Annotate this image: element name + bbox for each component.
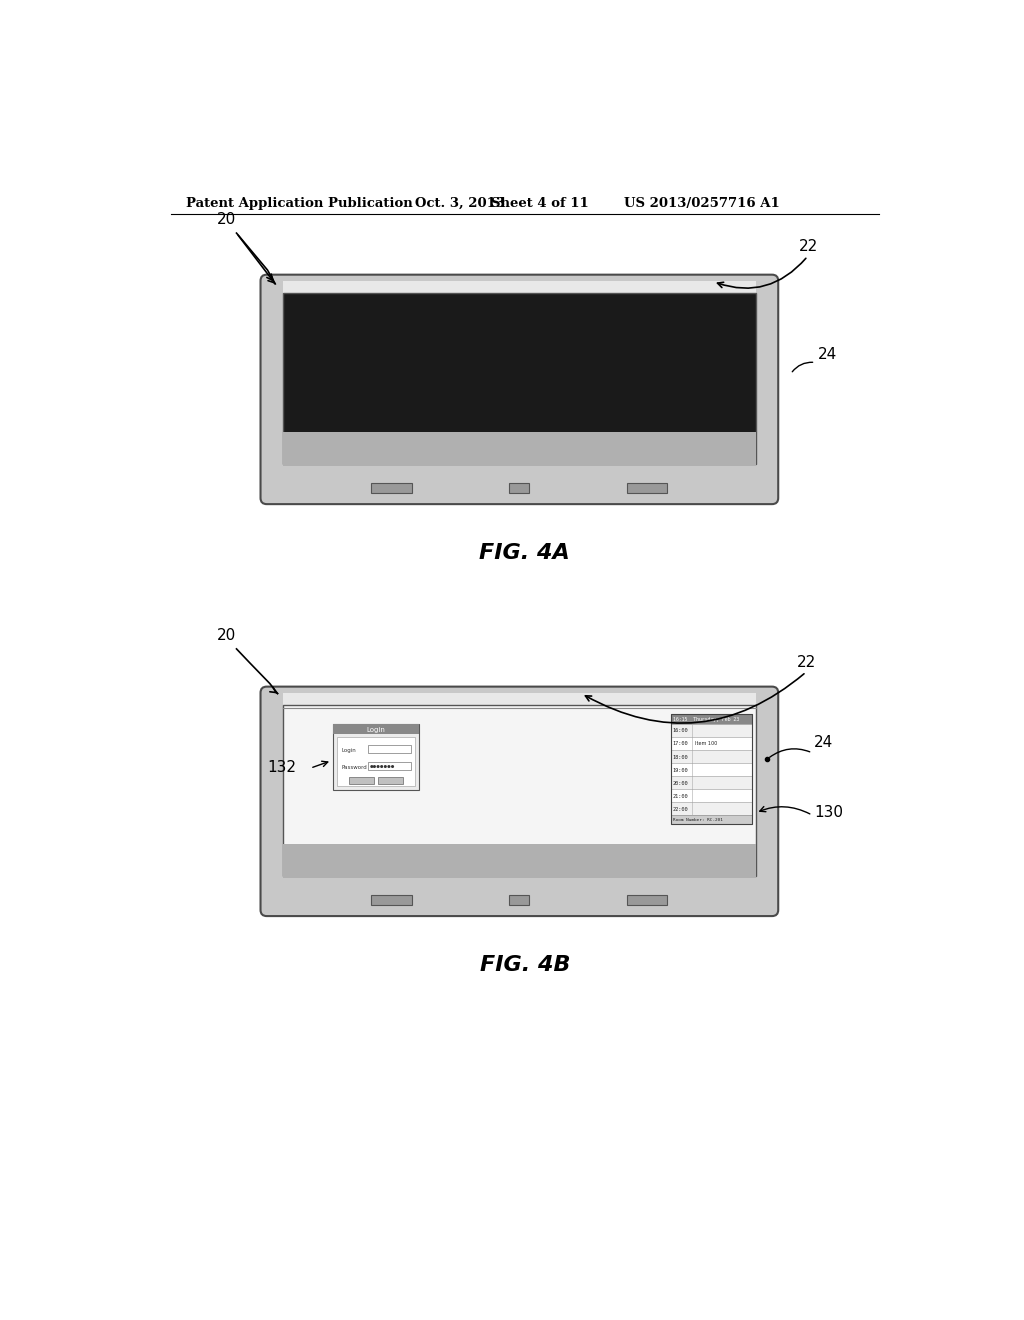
Text: 20: 20 — [217, 627, 237, 643]
Text: 24: 24 — [818, 347, 837, 362]
Bar — [378, 777, 403, 784]
Bar — [283, 293, 756, 465]
Text: US 2013/0257716 A1: US 2013/0257716 A1 — [624, 197, 779, 210]
Bar — [372, 483, 412, 494]
Bar — [671, 763, 752, 776]
Text: ●●●●●●●: ●●●●●●● — [370, 764, 395, 768]
Text: Patent Application Publication: Patent Application Publication — [186, 197, 413, 210]
Bar — [283, 705, 756, 876]
Bar — [671, 803, 752, 816]
Bar — [671, 723, 752, 737]
FancyBboxPatch shape — [260, 275, 778, 504]
Text: FIG. 4B: FIG. 4B — [479, 956, 570, 975]
Text: 22: 22 — [799, 239, 817, 253]
Text: 16:00: 16:00 — [673, 729, 688, 734]
Bar — [627, 483, 668, 494]
Bar — [671, 789, 752, 803]
Bar — [283, 432, 756, 466]
Bar — [369, 762, 411, 770]
Text: 20:00: 20:00 — [673, 780, 688, 785]
Bar — [509, 895, 529, 906]
Bar — [334, 725, 419, 734]
Bar — [627, 895, 668, 906]
Text: 22: 22 — [797, 655, 816, 669]
Text: 24: 24 — [814, 735, 834, 751]
Bar — [372, 895, 412, 906]
Text: 16:15  Thursday, Feb 23: 16:15 Thursday, Feb 23 — [673, 717, 739, 722]
Bar — [671, 776, 752, 789]
Text: Oct. 3, 2013: Oct. 3, 2013 — [415, 197, 505, 210]
Text: Login: Login — [367, 727, 385, 733]
Bar — [509, 483, 529, 494]
Bar — [283, 843, 756, 878]
Text: FIG. 4A: FIG. 4A — [479, 544, 570, 564]
Text: Sheet 4 of 11: Sheet 4 of 11 — [490, 197, 589, 210]
Text: 21:00: 21:00 — [673, 793, 688, 799]
Bar — [283, 693, 756, 705]
Bar — [671, 714, 752, 723]
Text: 18:00: 18:00 — [673, 755, 688, 759]
Text: Login: Login — [341, 748, 356, 752]
Bar — [369, 744, 411, 752]
Bar — [671, 816, 752, 824]
Text: 19:00: 19:00 — [673, 768, 688, 772]
Bar — [334, 725, 419, 789]
Text: Password: Password — [341, 766, 367, 770]
Text: Room Number: RC-201: Room Number: RC-201 — [673, 818, 723, 822]
FancyBboxPatch shape — [260, 686, 778, 916]
Text: 22:00: 22:00 — [673, 807, 688, 812]
Text: 20: 20 — [217, 211, 237, 227]
Text: 132: 132 — [267, 760, 297, 775]
Bar — [337, 737, 415, 785]
Bar — [671, 737, 752, 750]
Text: 130: 130 — [814, 805, 843, 820]
Text: Item 100: Item 100 — [695, 742, 718, 747]
Bar — [671, 750, 752, 763]
Bar — [671, 714, 752, 824]
Text: 17:00: 17:00 — [673, 742, 688, 747]
Bar — [349, 777, 374, 784]
Bar — [283, 281, 756, 293]
